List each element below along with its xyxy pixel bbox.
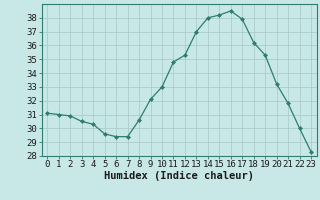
X-axis label: Humidex (Indice chaleur): Humidex (Indice chaleur) [104,171,254,181]
